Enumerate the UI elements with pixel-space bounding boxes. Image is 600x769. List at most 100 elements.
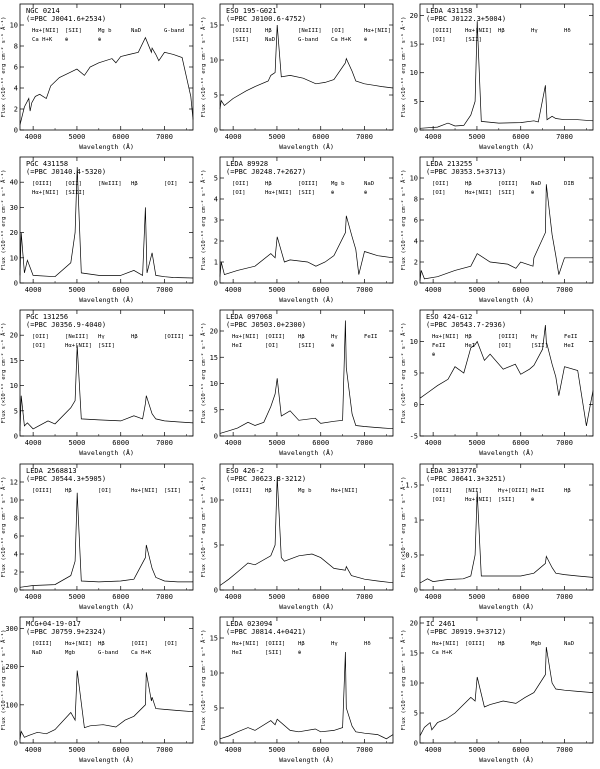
line-annotation: Hδ <box>364 641 371 647</box>
line-annotation: DIB <box>564 181 575 187</box>
x-tick-label: 5000 <box>69 286 86 294</box>
line-annotation: [OIII] <box>432 28 452 34</box>
panel-title: PGC 431158 <box>26 160 68 168</box>
y-tick-label: 15 <box>210 635 218 643</box>
y-tick-label: 200 <box>5 663 18 671</box>
line-annotation: Hβ <box>131 181 138 187</box>
x-tick-label: 5000 <box>469 133 486 141</box>
spectrum-line <box>419 646 594 736</box>
x-tick-label: 5000 <box>69 746 86 754</box>
line-annotation: Hα+[NII] <box>432 641 459 647</box>
line-annotation: Hα+[NII] <box>465 28 492 34</box>
spectrum-panel: 4000 5000 6000 7000 0 10 20 30 40 Wavelength (Å) F… <box>0 156 194 304</box>
line-annotation: [OIII] <box>164 334 184 340</box>
y-tick-label: 20 <box>10 332 18 340</box>
x-axis-label: Wavelength (Å) <box>479 602 534 611</box>
line-annotation: [NeIII] <box>298 28 322 34</box>
x-tick-label: 5000 <box>269 133 286 141</box>
x-tick-label: 4000 <box>225 439 242 447</box>
line-annotation: Mgb <box>531 641 542 647</box>
y-tick-label: 0 <box>14 280 18 288</box>
line-annotation: ⊕ <box>364 37 367 43</box>
line-annotation: NaD <box>32 650 43 656</box>
panel-subtitle: (=PBC J0100.6-4752) <box>226 15 306 23</box>
y-tick-label: 6 <box>14 64 18 72</box>
plot-frame <box>419 463 594 591</box>
line-annotation: FeII <box>564 334 577 340</box>
x-tick-label: 7000 <box>156 286 173 294</box>
panel-title: LEDA 2568813 <box>26 467 77 475</box>
y-tick-label: 15 <box>10 357 18 365</box>
panel-title: ESO 426-2 <box>226 467 264 475</box>
x-tick-label: 4000 <box>425 286 442 294</box>
line-annotation: [OI] <box>432 37 445 43</box>
line-annotation: [SIII] <box>65 190 85 196</box>
plot-frame <box>19 156 194 284</box>
x-tick-label: 6000 <box>312 439 329 447</box>
line-annotation: [SII] <box>531 343 548 349</box>
spectrum-panel: 4000 5000 6000 7000 0 100 200 300 Wavelength (Å)… <box>0 616 194 764</box>
x-tick-label: 6000 <box>312 593 329 601</box>
y-axis-label: Flux (×10⁻¹⁷ erg cm⁻² s⁻¹ Å⁻¹) <box>0 629 7 730</box>
x-tick-label: 6000 <box>512 133 529 141</box>
line-annotation: [OIII] <box>465 641 485 647</box>
y-tick-label: 4 <box>14 551 18 559</box>
line-annotation: [SII] <box>98 343 115 349</box>
plot-frame <box>19 616 194 744</box>
panel-subtitle: (=PBC J0503.0+2300) <box>226 321 306 329</box>
x-tick-label: 6000 <box>312 133 329 141</box>
x-tick-label: 4000 <box>425 593 442 601</box>
y-axis-label: Flux (×10⁻¹⁶ erg cm⁻² s⁻¹ Å⁻¹) <box>200 476 207 577</box>
x-axis-label: Wavelength (Å) <box>279 295 334 304</box>
line-annotation: [SII] <box>298 190 315 196</box>
line-annotation: Mg b <box>331 181 345 187</box>
x-axis-label: Wavelength (Å) <box>79 755 134 764</box>
line-annotation: Hδ <box>564 28 571 34</box>
spectrum-panel: 4000 5000 6000 7000 0 2 4 6 8 10 Wavelength (Å) Flu… <box>0 3 194 151</box>
x-tick-label: 5000 <box>269 746 286 754</box>
line-annotation: Hγ <box>331 334 338 340</box>
x-tick-label: 4000 <box>225 593 242 601</box>
y-axis-label: Flux (×10⁻¹⁶ erg cm⁻² s⁻¹ Å⁻¹) <box>400 629 407 730</box>
panel-title: LEDA 89928 <box>226 160 268 168</box>
panel-title: PGC 131256 <box>26 313 68 321</box>
y-tick-label: 4 <box>414 238 418 246</box>
x-tick-label: 6000 <box>312 746 329 754</box>
x-tick-label: 6000 <box>512 439 529 447</box>
line-annotation: ⊕ <box>98 37 101 43</box>
line-annotation: [OI] <box>98 488 111 494</box>
x-tick-label: 5000 <box>469 593 486 601</box>
y-tick-label: 2 <box>14 569 18 577</box>
plot-frame <box>219 309 394 437</box>
y-axis-label: Flux (×10⁻¹⁶ erg cm⁻² s⁻¹ Å⁻¹) <box>0 476 7 577</box>
line-annotation: Hβ <box>265 28 272 34</box>
spectrum-panel: 4000 5000 6000 7000 0 2 4 6 8 10 12 Wavelength (Å) F… <box>0 463 194 611</box>
line-annotation: [OIII] <box>32 641 52 647</box>
line-annotation: Hγ <box>331 641 338 647</box>
y-tick-label: 8 <box>414 196 418 204</box>
panel-subtitle: (=PBC J0919.9+3712) <box>426 628 506 636</box>
line-annotation: [SII] <box>298 343 315 349</box>
y-tick-label: 10 <box>210 380 218 388</box>
line-annotation: HeI <box>564 343 574 349</box>
y-tick-label: -5 <box>410 433 418 441</box>
line-annotation: [SII] <box>232 37 249 43</box>
line-annotation: ⊕ <box>331 343 334 349</box>
line-annotation: [OI] <box>265 343 278 349</box>
y-tick-label: 1.5 <box>405 482 418 490</box>
line-annotation: [SII] <box>498 497 515 503</box>
y-tick-label: 0 <box>414 587 418 595</box>
spectrum-line <box>19 345 194 432</box>
panel-subtitle: (=PBC J0353.5+3713) <box>426 168 506 176</box>
x-axis-label: Wavelength (Å) <box>479 755 534 764</box>
x-tick-label: 7000 <box>556 439 573 447</box>
y-tick-label: 10 <box>210 670 218 678</box>
line-annotation: Hβ <box>265 488 272 494</box>
panel-subtitle: (=PBC J0814.4+0421) <box>226 628 306 636</box>
x-axis-label: Wavelength (Å) <box>279 602 334 611</box>
line-annotation: Hα+[NII] <box>65 343 92 349</box>
y-tick-label: 5 <box>414 710 418 718</box>
y-tick-label: 0.5 <box>405 552 418 560</box>
line-annotation: Hα+[NII] <box>32 28 59 34</box>
line-annotation: [SII] <box>164 488 181 494</box>
